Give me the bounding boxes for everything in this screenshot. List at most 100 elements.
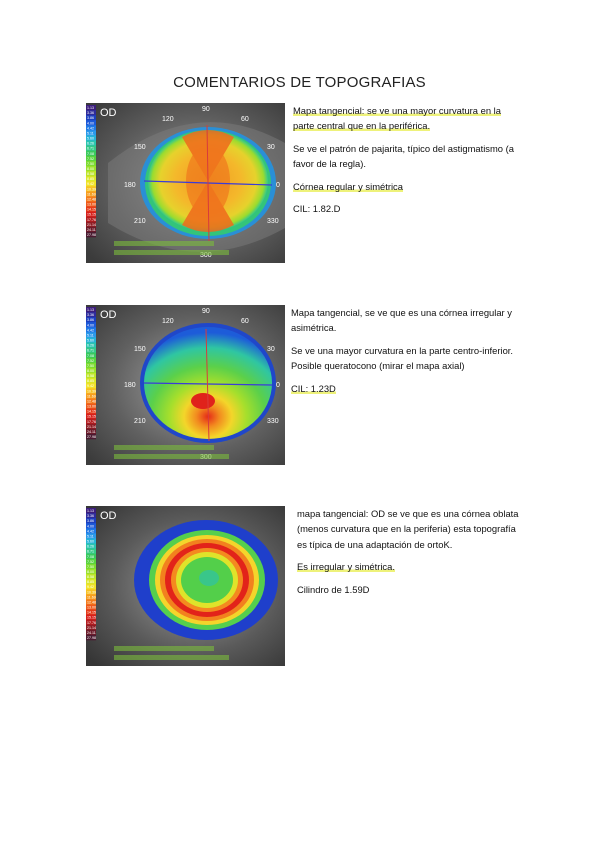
scale-tick-label: 6.71 [87, 147, 94, 151]
scale-tick-label: 3.86 [87, 519, 94, 523]
scale-tick-label: 10.39 [87, 590, 96, 594]
comment-span: CIL: 1.23D [291, 382, 336, 394]
scale-tick-label: 8.00 [87, 570, 94, 574]
scale-swatch [86, 110, 96, 116]
scale-swatch [86, 176, 96, 182]
scale-swatch [86, 211, 96, 217]
scale-swatch [86, 312, 96, 318]
scale-swatch [86, 528, 96, 534]
comment-text: CIL: 1.23D [291, 381, 517, 396]
scale-tick-label: 3.86 [87, 318, 94, 322]
axis-label: 210 [134, 418, 146, 425]
scale-tick-label: 24.11 [87, 228, 96, 232]
scale-swatch [86, 181, 96, 187]
scale-tick-label: 8.58 [87, 374, 94, 378]
scale-tick-label: 10.39 [87, 389, 96, 393]
axis-vertical [205, 328, 210, 442]
scale-swatch [86, 523, 96, 529]
scale-tick-label: 4.42 [87, 328, 94, 332]
scale-tick-label: 17.76 [87, 621, 96, 625]
scale-tick-label: 12.48 [87, 600, 96, 604]
steep-zone [191, 393, 215, 409]
scale-swatch [86, 216, 96, 223]
scale-tick-label: 27.98 [87, 636, 96, 640]
color-scale: 1.133.363.864.004.425.11 5.606.266.717.08… [86, 508, 96, 641]
scale-tick-label: 7.50 [87, 565, 94, 569]
scale-swatch [86, 408, 96, 414]
scale-swatch [86, 171, 96, 177]
topography-map-2: 1.13 3.36 3.86 4.00 4.42 5.11 5.60 6.26 6.71 7.08… [86, 305, 285, 465]
comment-block-3: mapa tangencial: OD se ve que es una cór… [297, 506, 519, 604]
scale-tick-label: 4.00 [87, 524, 94, 528]
cornea-map-fill [144, 327, 272, 439]
scale-tick-label: 8.00 [87, 167, 94, 171]
scale-swatch [86, 403, 96, 409]
scale-swatch [86, 398, 96, 404]
scale-swatch [86, 428, 96, 435]
scale-swatch [86, 604, 96, 610]
comment-span: Mapa tangencial: se ve una mayor curvatu… [293, 105, 501, 132]
topography-map-3: 1.13 3.36 3.86 4.00 4.42 5.11 5.60 6.26 6.71 7.08… [86, 506, 285, 666]
axis-label: 330 [267, 218, 279, 225]
scale-swatch [86, 599, 96, 605]
comment-span: Córnea regular y simétrica [293, 180, 403, 192]
scale-tick-label: 6.26 [87, 142, 94, 146]
scale-swatch [86, 634, 96, 641]
scale-swatch [86, 367, 96, 374]
scale-tick-label: 10.39 [87, 187, 96, 191]
axis-horizontal [143, 382, 273, 386]
scale-swatch [86, 393, 96, 399]
scale-tick-label: 15.15 [87, 616, 96, 620]
comment-text: Córnea regular y simétrica [293, 179, 519, 194]
scale-tick-label: 3.36 [87, 514, 94, 518]
scale-tick-label: 7.52 [87, 359, 94, 363]
scale-tick-label: 6.71 [87, 550, 94, 554]
scale-tick-label: 14.15 [87, 208, 96, 212]
scale-swatch [86, 206, 96, 212]
scale-swatch [86, 548, 96, 554]
axis-label: 210 [134, 218, 146, 225]
scale-swatch [86, 186, 96, 192]
scale-swatch [86, 558, 96, 565]
color-scale: 1.133.363.864.004.425.11 5.606.266.717.08… [86, 105, 96, 238]
scale-swatch [86, 388, 96, 394]
scale-tick-label: 8.85 [87, 177, 94, 181]
scale-swatch [86, 579, 96, 585]
axis-label: 0 [276, 182, 280, 189]
scale-tick-label: 8.58 [87, 172, 94, 176]
scale-tick-label: 24.11 [87, 430, 96, 434]
scale-tick-label: 9.42 [87, 182, 94, 186]
scale-swatch [86, 130, 96, 136]
scale-swatch [86, 165, 96, 172]
scale-tick-label: 9.42 [87, 384, 94, 388]
scale-swatch [86, 105, 96, 111]
comment-span: Mapa tangencial, se ve que es una córnea… [291, 307, 512, 334]
scale-tick-label: 17.76 [87, 218, 96, 222]
scale-swatch [86, 352, 96, 359]
comment-block-2: Mapa tangencial, se ve que es una córnea… [291, 305, 517, 403]
scale-swatch [86, 322, 96, 328]
scale-swatch [86, 553, 96, 560]
scale-tick-label: 13.00 [87, 405, 96, 409]
page-title: COMENTARIOS DE TOPOGRAFIAS [173, 74, 426, 91]
scale-tick-label: 11.69 [87, 595, 96, 599]
scale-swatch [86, 327, 96, 333]
scale-tick-label: 8.85 [87, 379, 94, 383]
scale-tick-label: 7.52 [87, 157, 94, 161]
scale-tick-label: 15.15 [87, 415, 96, 419]
scale-tick-label: 7.08 [87, 354, 94, 358]
scale-swatch [86, 347, 96, 353]
scale-swatch [86, 191, 96, 197]
scale-tick-label: 12.48 [87, 399, 96, 403]
scale-swatch [86, 231, 96, 238]
scale-tick-label: 15.15 [87, 213, 96, 217]
scale-tick-label: 8.58 [87, 575, 94, 579]
eye-label: OD [100, 510, 117, 522]
scale-swatch [86, 115, 96, 121]
scale-tick-label: 27.98 [87, 435, 96, 439]
scale-swatch [86, 221, 96, 228]
scale-swatch [86, 155, 96, 162]
scale-tick-label: 5.11 [87, 534, 94, 538]
scale-swatch [86, 413, 96, 419]
scale-swatch [86, 150, 96, 157]
